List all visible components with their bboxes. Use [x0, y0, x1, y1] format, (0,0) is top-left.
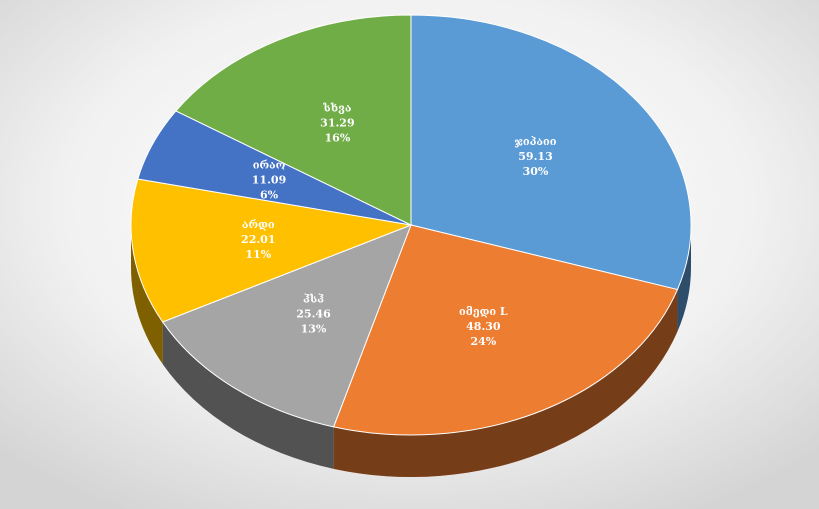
slice-label: ჯიპაიი	[515, 135, 557, 148]
slice-label: არდი	[242, 218, 275, 231]
slice	[161, 224, 412, 428]
slice-label: ირაო	[253, 158, 286, 171]
value-label: 22.01	[241, 233, 275, 246]
percent-label: 24%	[470, 335, 496, 348]
percent-label: 30%	[523, 165, 549, 178]
slice	[130, 178, 413, 323]
percent-label: 16%	[325, 132, 351, 145]
slice-label: ჰსჰ	[303, 292, 324, 305]
value-label: 48.30	[466, 320, 501, 333]
slice-side-shade	[677, 225, 691, 332]
slice-label: იმედი L	[459, 305, 508, 318]
value-label: 31.29	[320, 117, 354, 130]
slice	[332, 224, 679, 436]
value-label: 11.09	[252, 173, 286, 186]
percent-label: 11%	[245, 248, 271, 261]
slice	[175, 14, 412, 226]
slice	[410, 14, 692, 291]
percent-label: 6%	[260, 188, 279, 201]
slice-side-shade	[131, 225, 163, 364]
slice-side-shade	[333, 289, 678, 477]
percent-label: 13%	[301, 322, 327, 335]
slice-side-shade	[162, 321, 334, 469]
value-label: 59.13	[518, 150, 552, 163]
value-label: 25.46	[296, 307, 331, 320]
slice-label: სხვა	[322, 102, 351, 115]
